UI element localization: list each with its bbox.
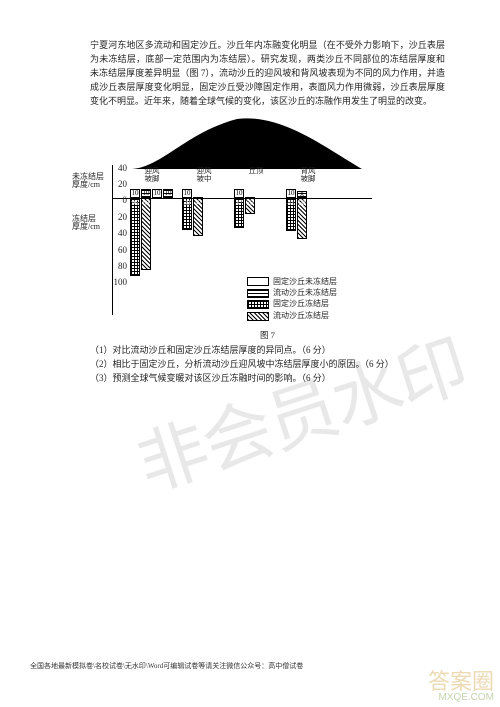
bar-value: 10 xyxy=(182,190,192,197)
bar-value: 47 xyxy=(193,200,203,207)
bar-value: 50 xyxy=(297,200,307,207)
bar-value: 10 xyxy=(141,190,151,197)
ylabel-bot: 冻结层厚度/cm xyxy=(72,215,100,233)
group-label: 丘顶 xyxy=(234,167,278,175)
legend-swatch xyxy=(247,300,269,309)
corner-brand-block: 答案圈 MXQE.COM xyxy=(428,671,494,703)
dune-silhouette xyxy=(132,117,362,167)
question-1: （1）对比流动沙丘和固定沙丘冻结层厚度的异同点。（6 分） xyxy=(90,344,445,358)
legend-swatch xyxy=(247,277,269,286)
bar-value: 10 xyxy=(152,190,162,197)
bar-group: 迎风坡脚101010109688 xyxy=(130,165,174,315)
legend: 固定沙丘未冻结层流动沙丘未冻结层固定沙丘冻结层流动沙丘冻结层 xyxy=(247,277,337,323)
bar-value: 88 xyxy=(141,200,151,207)
legend-row: 流动沙丘冻结层 xyxy=(247,311,337,321)
legend-row: 固定沙丘未冻结层 xyxy=(247,277,337,287)
figure-7: 未冻结层厚度/cm 冻结层厚度/cm 40 20 0 20 40 60 80 1… xyxy=(62,117,392,327)
legend-row: 固定沙丘冻结层 xyxy=(247,299,337,309)
bar-value: 10 xyxy=(130,190,140,197)
group-label: 背风坡脚 xyxy=(286,167,330,183)
legend-label: 流动沙丘未冻结层 xyxy=(273,288,337,298)
bar-value: 39 xyxy=(182,200,192,207)
bar-value: 37 xyxy=(234,200,244,207)
question-2: （2）相比于固定沙丘，分析流动沙丘迎风坡中冻结层厚度小的原因。（6 分） xyxy=(90,358,445,372)
corner-brand: 答案圈 xyxy=(428,671,494,693)
bar-bottom xyxy=(141,198,151,270)
legend-swatch xyxy=(247,289,269,298)
questions: （1）对比流动沙丘和固定沙丘冻结层厚度的异同点。（6 分） （2）相比于固定沙丘… xyxy=(90,344,445,386)
bar-group: 迎风坡中1003947 xyxy=(182,165,226,315)
bar-value: 41 xyxy=(286,200,296,207)
question-3: （3）预测全球气候变暖对该区沙丘冻融时间的影响。（6 分） xyxy=(90,372,445,386)
bar-value: 10 xyxy=(163,190,173,197)
figure-caption: 图 7 xyxy=(90,329,445,341)
bar-value: 10 xyxy=(234,190,244,197)
legend-label: 固定沙丘未冻结层 xyxy=(273,277,337,287)
bar-value: 10 xyxy=(286,190,296,197)
legend-swatch xyxy=(247,312,269,321)
legend-row: 流动沙丘未冻结层 xyxy=(247,288,337,298)
legend-label: 固定沙丘冻结层 xyxy=(273,299,329,309)
group-label: 迎风坡脚 xyxy=(130,167,174,183)
corner-site: MXQE.COM xyxy=(428,693,494,703)
context-paragraph: 宁夏河东地区多流动和固定沙丘。沙丘年内冻融变化明显（在不受外力影响下，沙丘表层为… xyxy=(90,39,445,109)
bar-value: 96 xyxy=(130,200,140,207)
footer-text: 全国各地最新模拟卷\名校试卷\无水印\Word可编辑试卷等请关注微信公众号：高中… xyxy=(30,661,303,671)
bar-value: 20 xyxy=(245,200,255,207)
ylabel-top: 未冻结层厚度/cm xyxy=(72,173,104,191)
bar-bottom xyxy=(130,198,140,277)
legend-label: 流动沙丘冻结层 xyxy=(273,311,329,321)
group-label: 迎风坡中 xyxy=(182,167,226,183)
